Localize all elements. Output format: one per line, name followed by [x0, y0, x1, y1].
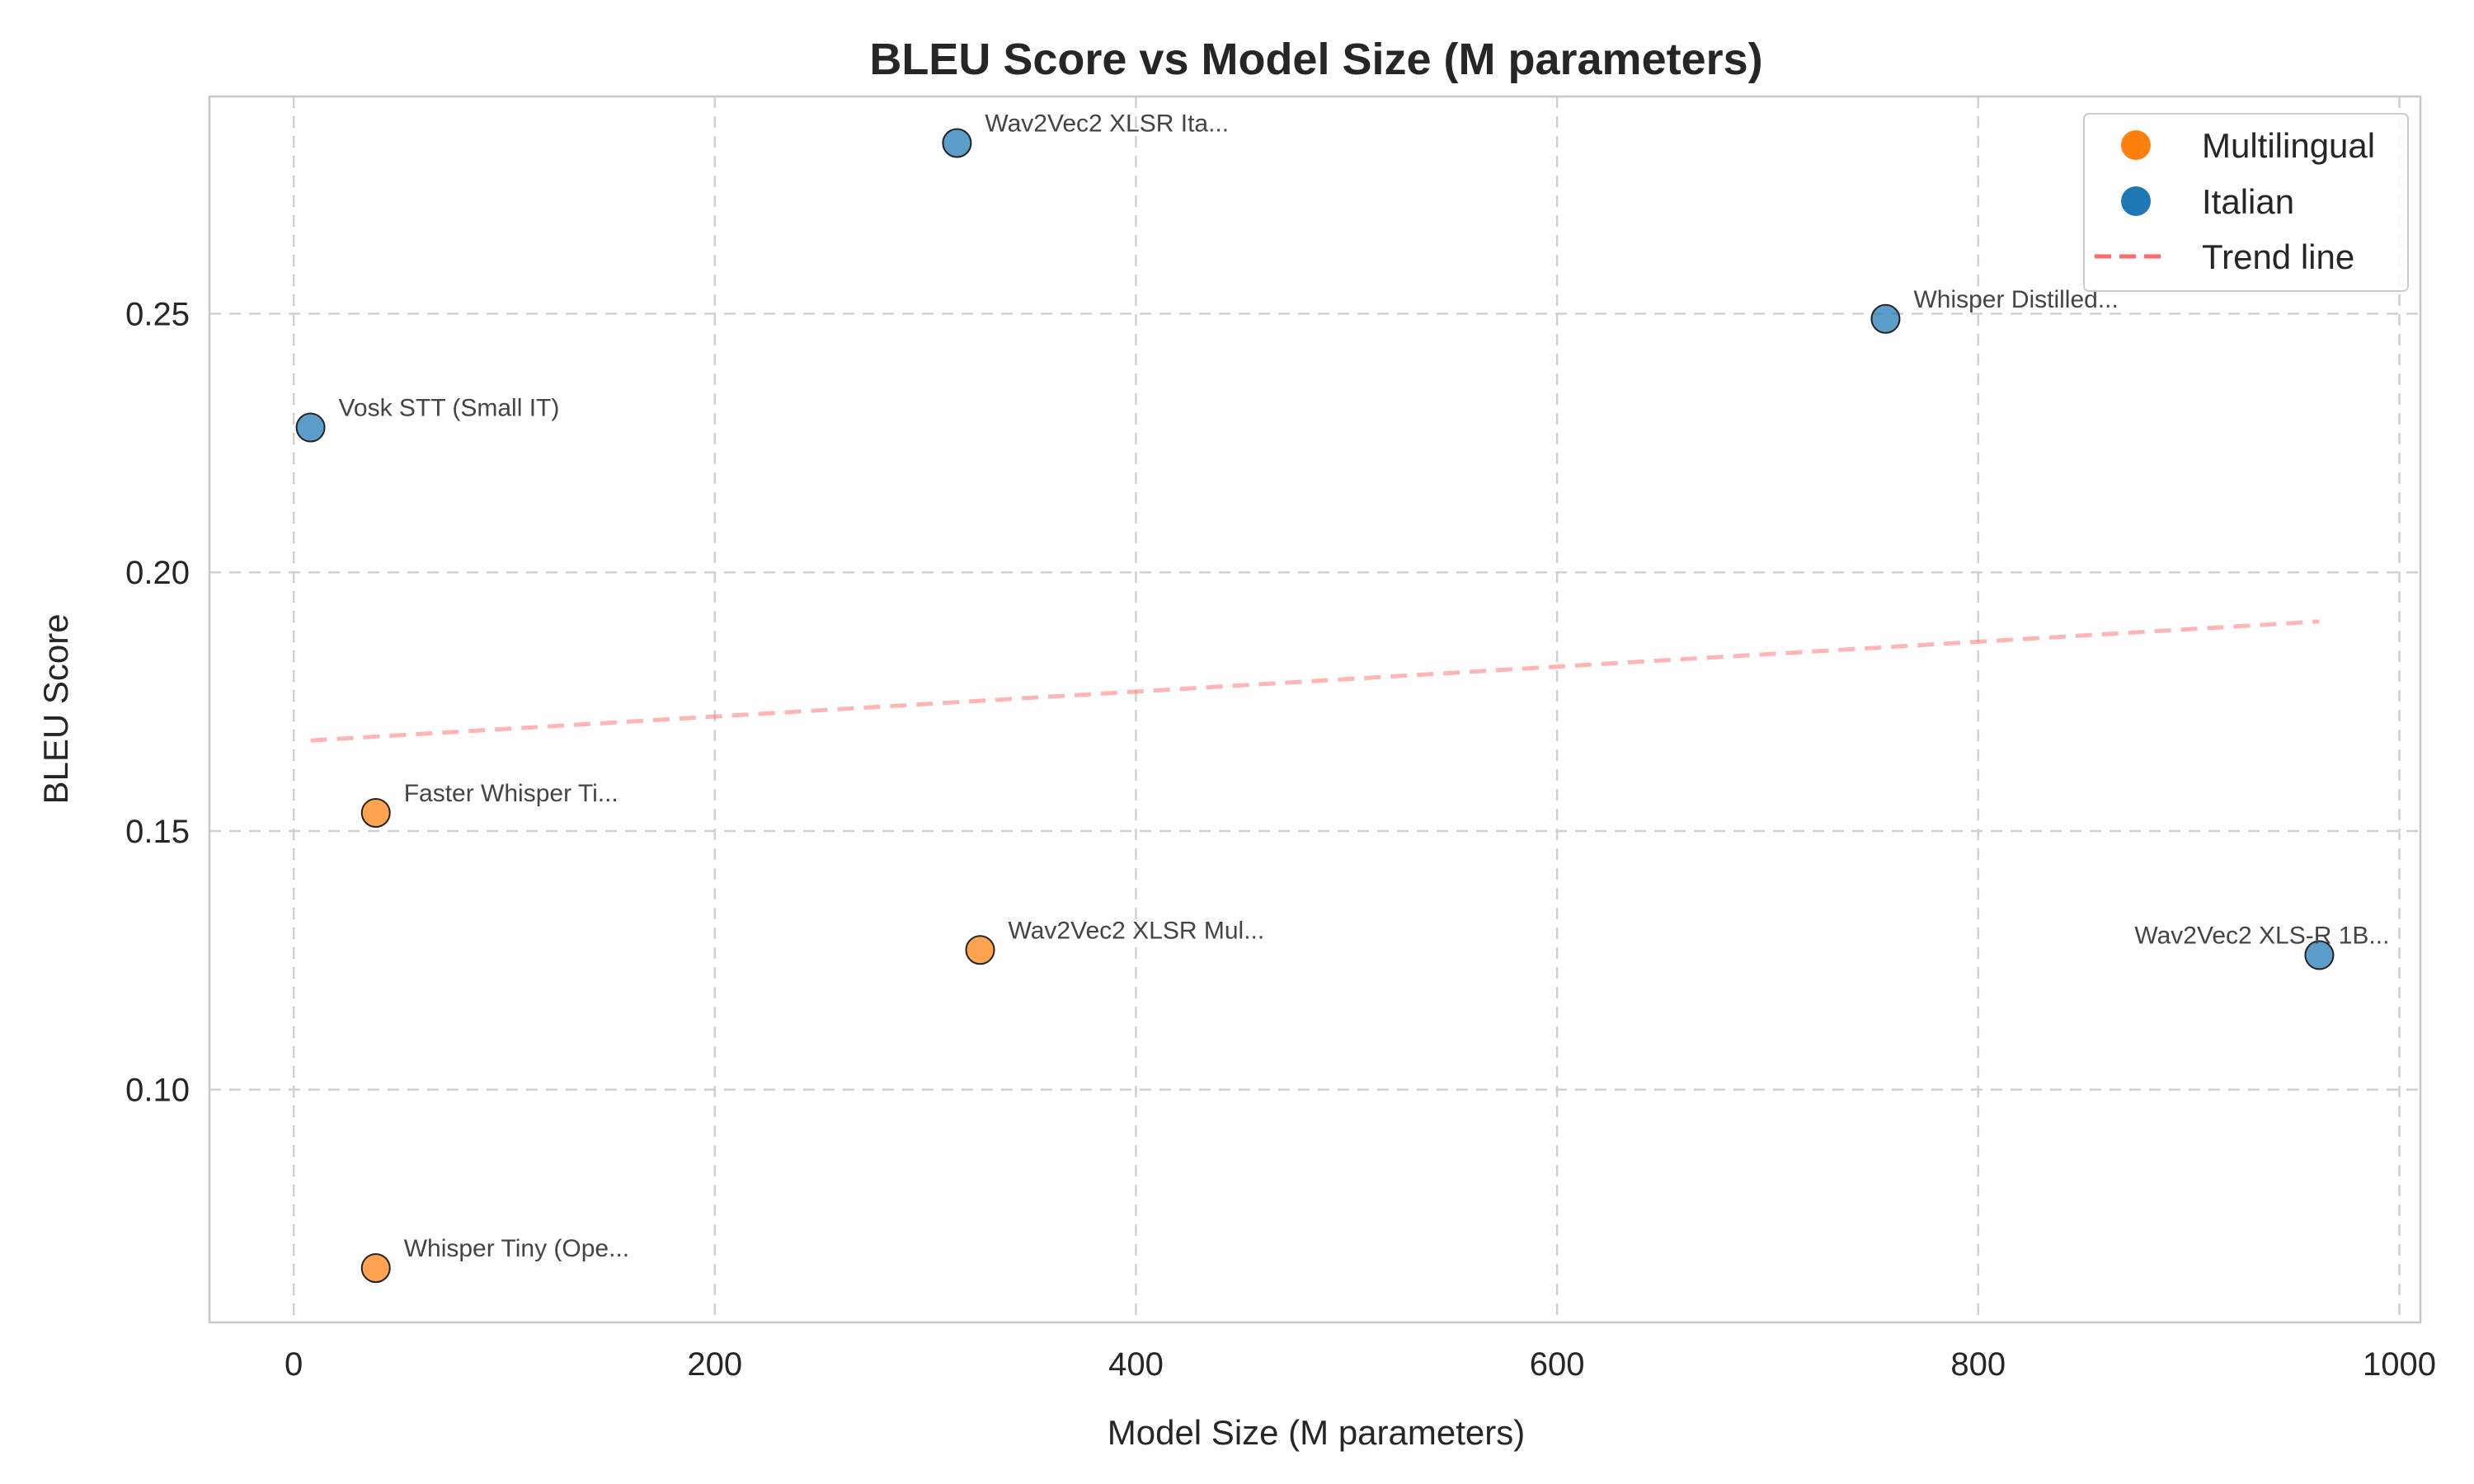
x-tick-label: 0	[285, 1346, 303, 1383]
legend-label: Italian	[2202, 182, 2294, 221]
y-tick-label: 0.15	[125, 814, 190, 850]
legend-box	[2083, 113, 2409, 292]
x-tick-labels: 0 200 400 600 800 1000	[285, 1346, 2436, 1383]
series-italian: Wav2Vec2 XLSR Ita... Whisper Distilled...…	[295, 110, 2389, 970]
y-tick-label: 0.25	[125, 297, 190, 333]
point-label: Wav2Vec2 XLSR Ita...	[985, 110, 1229, 137]
plot-frame	[208, 95, 2422, 1324]
legend-swatch	[2121, 130, 2151, 160]
legend-item[interactable]: Trend line	[2095, 237, 2354, 276]
legend-label: Trend line	[2202, 237, 2354, 276]
x-tick-label: 600	[1530, 1346, 1585, 1383]
x-axis-label: Model Size (M parameters)	[1108, 1413, 1525, 1452]
legend-item[interactable]: Italian	[2121, 182, 2294, 221]
series-multilingual: Faster Whisper Ti... Wav2Vec2 XLSR Mul...…	[360, 780, 1265, 1284]
grid	[209, 96, 2420, 1322]
x-tick-label: 200	[687, 1346, 742, 1383]
y-tick-label: 0.20	[125, 555, 190, 591]
legend-label: Multilingual	[2202, 126, 2375, 165]
data-point[interactable]	[295, 412, 326, 443]
data-point[interactable]	[942, 128, 972, 158]
point-label: Wav2Vec2 XLSR Mul...	[1009, 917, 1265, 944]
legend[interactable]: Multilingual Italian Trend line	[2083, 113, 2409, 292]
point-label: Wav2Vec2 XLS-R 1B...	[2134, 923, 2389, 950]
legend-item[interactable]: Multilingual	[2121, 126, 2375, 165]
point-label: Whisper Distilled...	[1913, 286, 2118, 313]
x-tick-label: 1000	[2363, 1346, 2436, 1383]
chart-title: BLEU Score vs Model Size (M parameters)	[869, 35, 1762, 84]
legend-swatch	[2121, 186, 2151, 216]
x-tick-label: 800	[1950, 1346, 2006, 1383]
point-label: Vosk STT (Small IT)	[339, 395, 560, 422]
data-point[interactable]	[1870, 303, 1901, 334]
trend-layer	[310, 619, 2320, 743]
data-point[interactable]	[360, 1253, 391, 1284]
trend-line	[310, 619, 2320, 743]
y-axis-label: BLEU Score	[36, 613, 75, 804]
y-tick-labels: 0.10 0.15 0.20 0.25	[125, 297, 190, 1109]
y-tick-label: 0.10	[125, 1073, 190, 1109]
data-point[interactable]	[2304, 940, 2335, 970]
data-point[interactable]	[965, 935, 995, 965]
data-point[interactable]	[360, 797, 391, 828]
point-label: Whisper Tiny (Ope...	[404, 1235, 629, 1262]
point-label: Faster Whisper Ti...	[404, 780, 618, 807]
x-tick-label: 400	[1108, 1346, 1164, 1383]
points-layer: Faster Whisper Ti... Wav2Vec2 XLSR Mul...…	[295, 110, 2389, 1284]
